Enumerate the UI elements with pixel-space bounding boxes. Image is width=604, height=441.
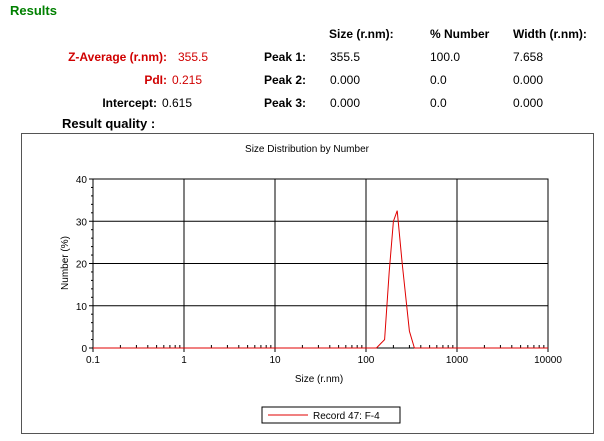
width-column-header: Width (r.nm): xyxy=(513,27,587,41)
peak-3-label: Peak 3: xyxy=(264,96,307,110)
legend-series-name: Record 47: F-4 xyxy=(313,411,380,422)
z-average-label: Z-Average (r.nm): xyxy=(68,50,167,64)
peak-1-size: 355.5 xyxy=(330,50,361,64)
peak-1-label: Peak 1: xyxy=(264,50,307,64)
y-tick-label: 20 xyxy=(76,260,88,271)
z-average-value: 355.5 xyxy=(178,50,209,64)
x-tick-label: 10000 xyxy=(534,355,562,366)
peak-2-size: 0.000 xyxy=(330,73,361,87)
peak-3-number: 0.0 xyxy=(430,96,447,110)
chart-legend: Record 47: F-4 xyxy=(261,406,401,424)
y-tick-label: 0 xyxy=(81,344,87,355)
peak-3-width: 0.000 xyxy=(513,96,544,110)
legend-box xyxy=(261,406,401,424)
result-quality-label: Result quality : xyxy=(62,116,156,131)
x-tick-label: 10 xyxy=(269,355,281,366)
y-tick-label: 30 xyxy=(76,217,88,228)
chart-ticks: 0.1 1 10 100 1000 10000 0 10 20 30 40 xyxy=(76,175,562,366)
y-tick-label: 40 xyxy=(76,175,88,186)
x-tick-label: 0.1 xyxy=(86,355,100,366)
pdi-label: PdI: xyxy=(144,73,167,87)
peak-2-number: 0.0 xyxy=(430,73,447,87)
intercept-value: 0.615 xyxy=(162,96,193,110)
x-axis-label: Size (r.nm) xyxy=(295,374,343,385)
chart-title: Size Distribution by Number xyxy=(245,144,370,155)
peak-2-label: Peak 2: xyxy=(264,73,307,87)
x-tick-label: 1 xyxy=(181,355,187,366)
peak-1-width: 7.658 xyxy=(513,50,544,64)
peak-1-number: 100.0 xyxy=(430,50,461,64)
x-tick-label: 100 xyxy=(358,355,375,366)
size-column-header: Size (r.nm): xyxy=(329,27,394,41)
pdi-value: 0.215 xyxy=(172,73,203,87)
chart-frame xyxy=(21,133,594,434)
peak-2-width: 0.000 xyxy=(513,73,544,87)
series-line xyxy=(93,210,548,349)
y-axis-label: Number (%) xyxy=(60,236,71,290)
number-column-header: % Number xyxy=(430,27,490,41)
intercept-label: Intercept: xyxy=(102,96,157,110)
peak-3-size: 0.000 xyxy=(330,96,361,110)
chart-grid xyxy=(92,178,549,349)
chart-series xyxy=(93,210,548,349)
y-tick-label: 10 xyxy=(76,302,88,313)
x-tick-label: 1000 xyxy=(446,355,469,366)
results-title: Results xyxy=(10,3,57,18)
